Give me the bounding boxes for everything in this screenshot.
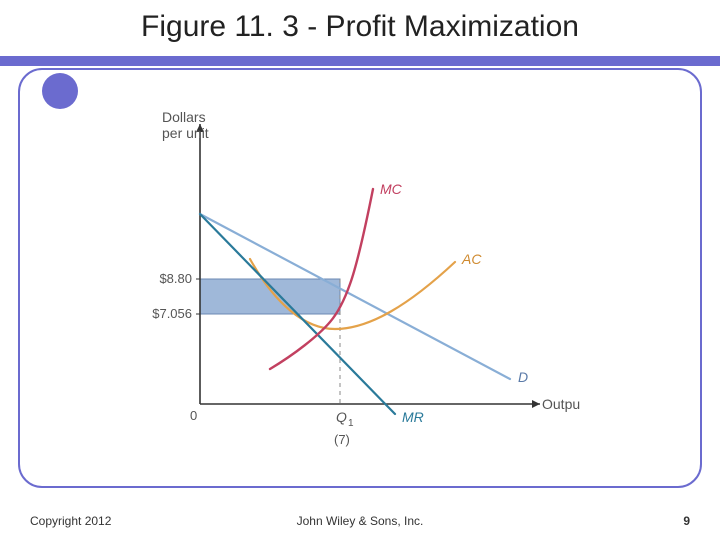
svg-text:Output: Output [542, 396, 580, 412]
svg-text:$8.80: $8.80 [159, 271, 192, 286]
slide-title: Figure 11. 3 - Profit Maximization [0, 10, 720, 44]
svg-text:Dollars: Dollars [162, 109, 206, 125]
page-number: 9 [683, 514, 690, 528]
svg-text:AC: AC [461, 251, 482, 267]
profit-max-chart: $8.80 $7.056 Dollarsper unit Output 0 Q1 (7) D A… [110, 104, 580, 474]
title-rule [0, 56, 720, 66]
svg-text:MC: MC [380, 181, 403, 197]
svg-text:MR: MR [402, 409, 424, 425]
svg-text:Q: Q [336, 409, 347, 425]
svg-text:1: 1 [348, 418, 354, 429]
svg-text:$7.056: $7.056 [152, 306, 192, 321]
svg-text:per unit: per unit [162, 125, 209, 141]
svg-text:(7): (7) [334, 432, 350, 447]
svg-text:0: 0 [190, 408, 197, 423]
publisher-text: John Wiley & Sons, Inc. [0, 514, 720, 528]
svg-text:D: D [518, 369, 528, 385]
